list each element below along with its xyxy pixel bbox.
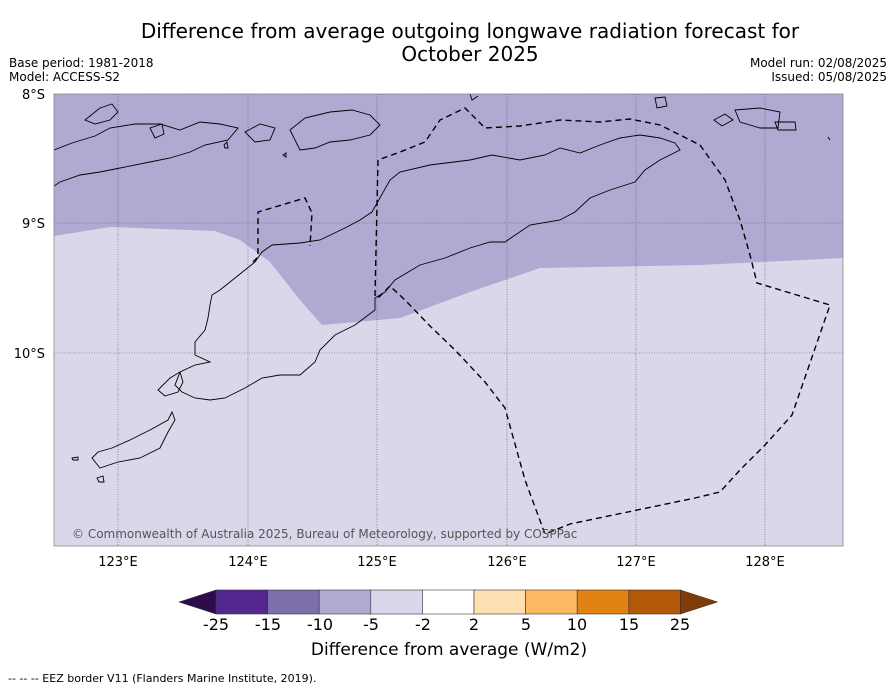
base-period: Base period: 1981-2018 bbox=[9, 56, 154, 70]
lon-label-125e: 125°E bbox=[357, 555, 397, 570]
colorbar-tick: 10 bbox=[566, 615, 588, 634]
lon-label-123e: 123°E bbox=[98, 555, 138, 570]
colorbar-tick: 25 bbox=[669, 615, 691, 634]
map-frame bbox=[53, 93, 844, 547]
colorbar-tick: -10 bbox=[306, 615, 334, 634]
colorbar-segment bbox=[267, 589, 320, 615]
coastline bbox=[54, 94, 831, 483]
lat-labels: 8°S 9°S 10°S bbox=[14, 88, 45, 362]
lat-label-10s: 10°S bbox=[14, 347, 45, 362]
colorbar-extend-high bbox=[680, 589, 719, 615]
eez-border bbox=[252, 107, 831, 535]
copyright-text: © Commonwealth of Australia 2025, Bureau… bbox=[72, 527, 577, 541]
colorbar-title: Difference from average (W/m2) bbox=[310, 640, 588, 660]
anomaly-region-dark bbox=[54, 94, 843, 325]
colorbar-segment bbox=[370, 589, 423, 615]
issued-date: Issued: 05/08/2025 bbox=[771, 70, 887, 84]
meta-left: Base period: 1981-2018 Model: ACCESS-S2 bbox=[9, 56, 154, 84]
colorbar-tick: -5 bbox=[363, 615, 379, 634]
colorbar bbox=[178, 589, 719, 615]
colorbar-tick: -25 bbox=[202, 615, 230, 634]
meta-right: Model run: 02/08/2025 Issued: 05/08/2025 bbox=[750, 56, 887, 84]
lon-labels: 123°E 124°E 125°E 126°E 127°E 128°E bbox=[98, 555, 785, 570]
lon-label-124e: 124°E bbox=[228, 555, 268, 570]
colorbar-tick: -15 bbox=[254, 615, 282, 634]
lon-label-128e: 128°E bbox=[745, 555, 785, 570]
colorbar-segment bbox=[576, 589, 630, 615]
model-run: Model run: 02/08/2025 bbox=[749, 56, 887, 70]
colorbar-segment bbox=[422, 589, 475, 615]
colorbar-tick: 2 bbox=[468, 615, 480, 634]
colorbar-segment bbox=[215, 589, 268, 615]
lon-label-126e: 126°E bbox=[487, 555, 527, 570]
lat-label-9s: 9°S bbox=[22, 217, 45, 232]
title-line-2: October 2025 bbox=[401, 42, 539, 66]
gridlines bbox=[54, 94, 843, 546]
colorbar-tick: 5 bbox=[520, 615, 532, 634]
colorbar-segment bbox=[473, 589, 526, 615]
lat-label-8s: 8°S bbox=[22, 88, 45, 103]
map-area: © Commonwealth of Australia 2025, Bureau… bbox=[54, 94, 843, 546]
colorbar-tick: -2 bbox=[415, 615, 431, 634]
colorbar-segment bbox=[525, 589, 578, 615]
colorbar-segment bbox=[628, 589, 681, 615]
eez-legend-footer: -- -- -- EEZ border V11 (Flanders Marine… bbox=[8, 672, 317, 685]
colorbar-tick: 15 bbox=[618, 615, 640, 634]
colorbar-extend-low bbox=[178, 589, 217, 615]
chart-title: Difference from average outgoing longwav… bbox=[100, 20, 840, 66]
model-name: Model: ACCESS-S2 bbox=[9, 70, 121, 84]
colorbar-segment bbox=[318, 589, 372, 615]
title-line-1: Difference from average outgoing longwav… bbox=[140, 19, 800, 43]
lon-label-127e: 127°E bbox=[616, 555, 656, 570]
